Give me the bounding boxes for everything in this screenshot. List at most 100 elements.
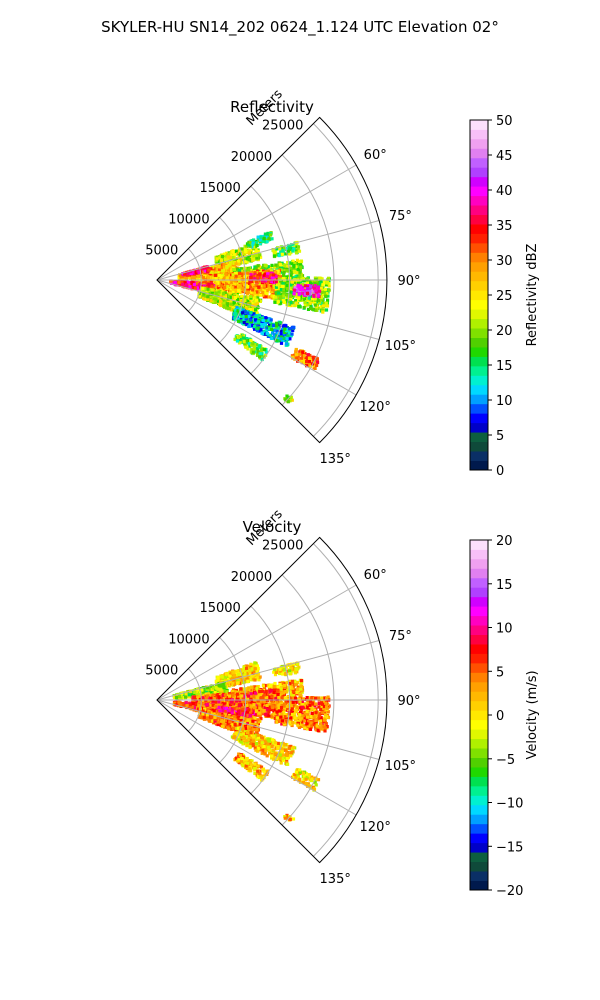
colorbar-swatch — [470, 195, 488, 206]
echo-cell — [285, 283, 289, 288]
echo-cell — [269, 279, 273, 284]
echo-cell — [304, 302, 308, 306]
echo-cell — [224, 254, 228, 258]
echo-cell — [263, 266, 267, 271]
echo-cell — [311, 288, 315, 292]
colorbar-swatch — [470, 157, 488, 168]
echo-cell — [184, 281, 188, 285]
echo-cell — [252, 275, 256, 279]
echo-cell — [245, 323, 249, 327]
echo-cell — [299, 259, 303, 263]
colorbar-swatch — [470, 403, 488, 414]
echo-cell — [233, 285, 237, 289]
echo-cell — [230, 283, 234, 287]
echo-cell — [211, 279, 215, 283]
echo-cell — [262, 269, 266, 273]
echo-cell — [321, 283, 325, 287]
echo-cell — [214, 684, 218, 688]
echo-cell — [266, 265, 270, 269]
echo-cell — [277, 286, 282, 290]
echo-cell — [255, 287, 259, 291]
echo-cell — [253, 676, 257, 680]
echo-cell — [313, 303, 317, 307]
echo-cell — [279, 335, 284, 339]
echo-cell — [243, 672, 247, 676]
echo-cell — [249, 311, 253, 315]
echo-cell — [239, 267, 243, 271]
echo-cell — [255, 290, 259, 294]
echo-cell — [314, 308, 318, 312]
echo-cell — [276, 300, 280, 304]
echo-cell — [279, 295, 283, 299]
echo-cell — [259, 322, 263, 326]
echo-cell — [265, 331, 270, 336]
echo-cell — [231, 259, 235, 264]
theta-tick-label: 90° — [397, 274, 420, 289]
echo-cell — [237, 277, 241, 281]
echo-cell — [273, 328, 277, 332]
echo-cell — [249, 313, 253, 317]
echo-cell — [273, 271, 277, 275]
echo-cell — [205, 292, 209, 296]
theta-tick-label: 60° — [364, 148, 387, 163]
echo-cell — [239, 269, 243, 273]
echo-cell — [243, 283, 247, 287]
echo-cell — [262, 279, 266, 283]
echo-cell — [260, 331, 264, 335]
echo-cell — [295, 295, 299, 299]
echo-cell — [324, 301, 328, 305]
echo-cell — [250, 674, 254, 678]
echo-cell — [290, 271, 294, 275]
echo-cell — [298, 286, 302, 290]
echo-cell — [272, 273, 276, 277]
echo-cell — [286, 334, 290, 338]
echo-cell — [245, 664, 249, 668]
echo-cell — [252, 345, 257, 349]
echo-cell — [283, 280, 287, 285]
echo-cell — [231, 677, 235, 681]
echo-cell — [238, 252, 242, 256]
echo-cell — [255, 243, 259, 248]
echo-cell — [268, 233, 273, 237]
echo-cell — [184, 276, 188, 280]
echo-cell — [226, 280, 230, 284]
echo-cell — [313, 361, 317, 365]
echo-cell — [319, 296, 323, 300]
echo-cell — [259, 238, 263, 242]
echo-cell — [208, 290, 212, 294]
echo-cell — [265, 274, 269, 278]
echo-cell — [197, 294, 201, 298]
echo-cell — [256, 350, 260, 354]
echo-cell — [201, 286, 205, 290]
colorbar-tick-label: 45 — [496, 149, 513, 164]
echo-cell — [326, 298, 330, 302]
echo-cell — [235, 249, 239, 253]
echo-cell — [255, 270, 259, 275]
echo-cell — [209, 280, 213, 284]
echo-cell — [311, 355, 315, 359]
echo-cell — [272, 284, 276, 288]
echo-cell — [238, 334, 242, 338]
echo-cell — [219, 271, 223, 275]
echo-cell — [188, 285, 192, 289]
echo-cell — [285, 269, 289, 273]
echo-cell — [242, 668, 246, 672]
echo-cell — [242, 336, 246, 340]
echo-cell — [286, 302, 290, 306]
echo-cell — [228, 263, 232, 267]
echo-cell — [316, 293, 320, 297]
echo-cell — [233, 316, 237, 320]
echo-cell — [276, 274, 280, 278]
echo-cell — [243, 342, 247, 346]
echo-cell — [235, 339, 240, 343]
echo-cell — [243, 247, 247, 251]
echo-cell — [281, 339, 285, 343]
echo-cell — [266, 272, 270, 276]
echo-cell — [260, 279, 264, 283]
echo-cell — [288, 246, 292, 250]
echo-cell — [227, 268, 231, 272]
echo-cell — [262, 355, 266, 359]
echo-cell — [286, 400, 290, 404]
echo-cell — [240, 321, 245, 325]
echo-cell — [249, 253, 253, 257]
